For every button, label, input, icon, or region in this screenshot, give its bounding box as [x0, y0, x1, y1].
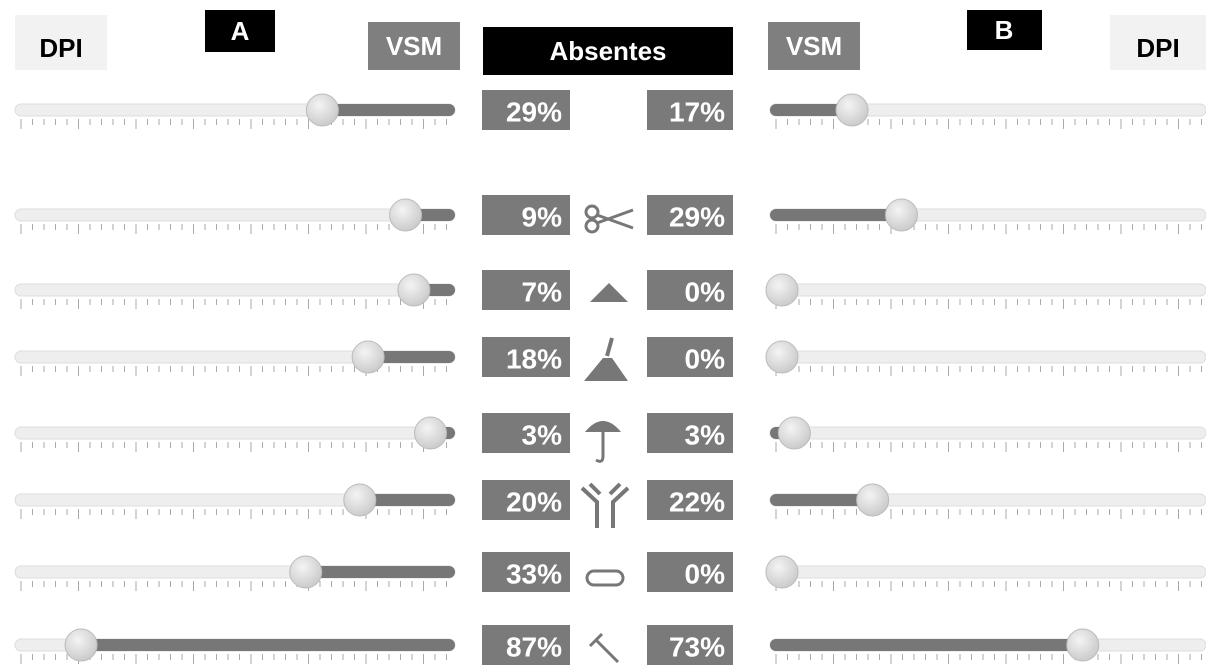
header-box — [368, 22, 460, 70]
slider-fill — [81, 639, 455, 651]
slider-fill — [770, 104, 853, 116]
value-box — [647, 337, 733, 377]
header-label: B — [995, 15, 1014, 45]
value-box — [647, 270, 733, 310]
slider-fill — [322, 104, 455, 116]
value-box — [647, 413, 733, 453]
volcano-icon — [584, 337, 628, 381]
value-label: 3% — [685, 420, 726, 451]
header-box — [15, 15, 107, 70]
value-box — [482, 195, 570, 235]
value-box — [647, 90, 733, 130]
value-label: 29% — [669, 202, 725, 233]
slider-thumb[interactable] — [289, 555, 323, 589]
antibody-icon — [580, 482, 630, 528]
slider-thumb[interactable] — [856, 483, 890, 517]
value-box — [482, 90, 570, 130]
value-label: 0% — [685, 277, 726, 308]
slider-fill — [770, 494, 873, 506]
slider-thumb[interactable] — [414, 416, 448, 450]
slider-fill — [770, 639, 1083, 651]
value-box — [482, 337, 570, 377]
icons — [580, 204, 634, 664]
header-label: A — [231, 16, 250, 46]
value-label: 17% — [669, 97, 725, 128]
slider-thumb[interactable] — [777, 416, 811, 450]
value-box — [647, 552, 733, 592]
value-label: 3% — [522, 420, 563, 451]
syringe-icon — [588, 632, 620, 664]
header-label: VSM — [786, 31, 842, 61]
value-box — [482, 413, 570, 453]
header-box — [483, 27, 733, 75]
value-box — [482, 270, 570, 310]
slider-track — [769, 426, 1206, 440]
value-label: 29% — [506, 97, 562, 128]
slider-fill — [305, 566, 455, 578]
slider-track — [14, 426, 456, 440]
value-label: 20% — [506, 487, 562, 518]
value-box — [482, 480, 570, 520]
slider-track — [14, 283, 456, 297]
value-box — [647, 480, 733, 520]
slider-thumb[interactable] — [397, 273, 431, 307]
value-label: 73% — [669, 632, 725, 663]
value-label: 7% — [522, 277, 563, 308]
value-box — [647, 625, 733, 665]
slider-track — [14, 208, 456, 222]
slider-thumb[interactable] — [765, 340, 799, 374]
value-box — [647, 195, 733, 235]
slider-thumb[interactable] — [835, 93, 869, 127]
header-box — [205, 10, 275, 52]
header-box — [768, 22, 860, 70]
mound-icon — [590, 283, 628, 302]
umbrella-icon — [585, 421, 621, 463]
value-label: 87% — [506, 632, 562, 663]
header-label: DPI — [1136, 33, 1179, 63]
slider-fill — [770, 209, 902, 221]
value-label: 18% — [506, 344, 562, 375]
header-label: Absentes — [549, 36, 666, 66]
value-label: 33% — [506, 559, 562, 590]
slider-track — [769, 350, 1206, 364]
header-box — [1110, 15, 1206, 70]
header-label: DPI — [39, 33, 82, 63]
slider-fill — [359, 494, 455, 506]
slider-thumb[interactable] — [351, 340, 385, 374]
header-box — [967, 10, 1042, 50]
header-label: VSM — [386, 31, 442, 61]
slider-track — [769, 283, 1206, 297]
slider-thumb[interactable] — [64, 628, 98, 662]
slider-thumb[interactable] — [389, 198, 423, 232]
slider-thumb[interactable] — [343, 483, 377, 517]
value-box — [482, 625, 570, 665]
value-box — [482, 552, 570, 592]
pill-icon — [585, 569, 625, 587]
slider-thumb[interactable] — [765, 555, 799, 589]
scissors-icon — [584, 204, 634, 234]
slider-track — [769, 565, 1206, 579]
slider-thumb[interactable] — [765, 273, 799, 307]
value-label: 0% — [685, 344, 726, 375]
value-label: 22% — [669, 487, 725, 518]
value-label: 0% — [685, 559, 726, 590]
value-label: 9% — [522, 202, 563, 233]
slider-thumb[interactable] — [884, 198, 918, 232]
slider-thumb[interactable] — [1066, 628, 1100, 662]
slider-fill — [368, 351, 455, 363]
slider-thumb[interactable] — [305, 93, 339, 127]
